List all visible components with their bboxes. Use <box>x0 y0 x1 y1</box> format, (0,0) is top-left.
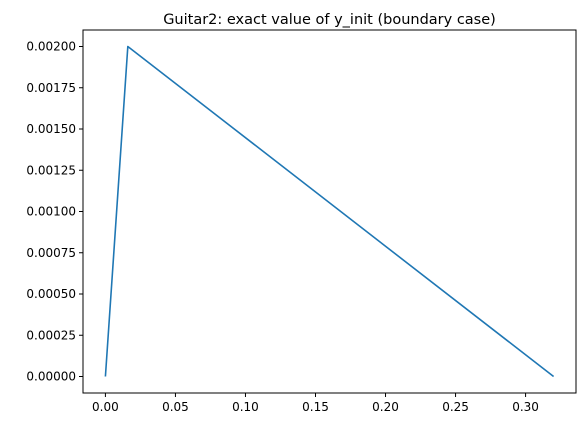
plot-area <box>83 30 576 393</box>
x-tick-label: 0.20 <box>372 400 399 414</box>
x-tick-label: 0.25 <box>442 400 469 414</box>
x-tick-label: 0.05 <box>162 400 189 414</box>
y-tick-label: 0.00125 <box>26 163 76 177</box>
x-tick-label: 0.30 <box>512 400 539 414</box>
series-layer <box>104 45 555 378</box>
y-tick-label: 0.00075 <box>26 246 76 260</box>
x-tick-label: 0.00 <box>92 400 119 414</box>
y-tick-label: 0.00000 <box>26 370 76 384</box>
y-tick-label: 0.00150 <box>26 122 76 136</box>
y-tick-label: 0.00050 <box>26 287 76 301</box>
x-tick-label: 0.10 <box>232 400 259 414</box>
y-tick-label: 0.00025 <box>26 328 76 342</box>
series-line <box>104 45 555 378</box>
y-tick-label: 0.00200 <box>26 40 76 54</box>
y-tick-label: 0.00100 <box>26 205 76 219</box>
y-ticks: 0.00000 0.00025 0.00050 0.00075 0.00100 0.001… <box>26 40 83 384</box>
chart-title: Guitar2: exact value of y_init (boundary… <box>163 12 496 28</box>
x-ticks: 0.00 0.05 0.10 0.15 0.20 0.25 0.30 <box>92 393 539 414</box>
x-tick-label: 0.15 <box>302 400 329 414</box>
y-tick-label: 0.00175 <box>26 81 76 95</box>
plot-frame <box>82 29 577 394</box>
